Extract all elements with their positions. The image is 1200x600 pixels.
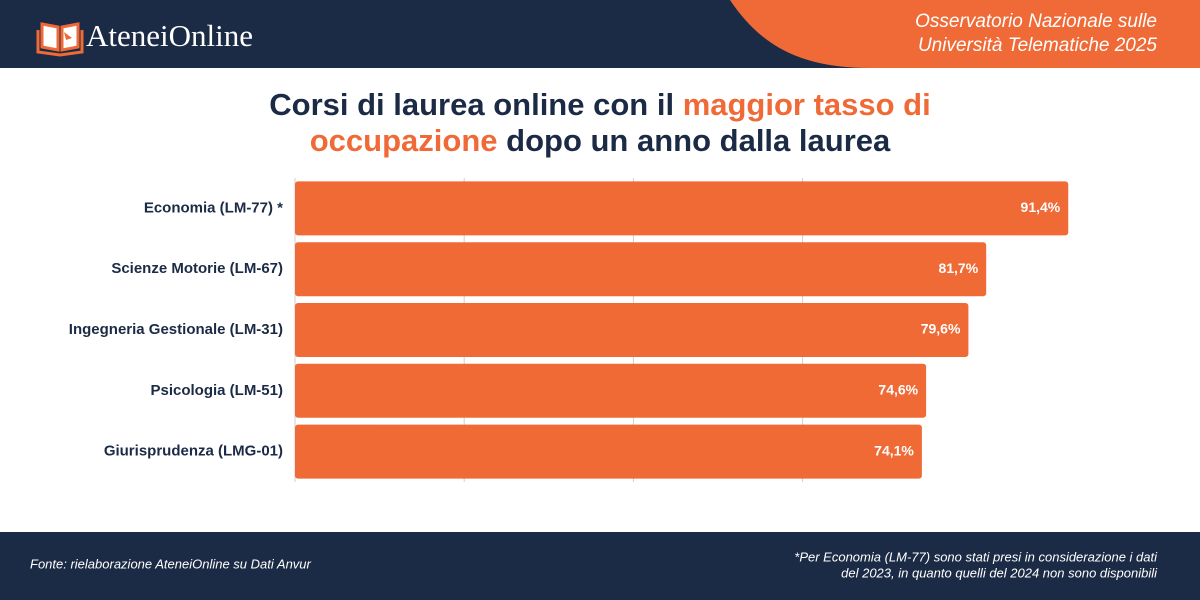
footer-note: *Per Economia (LM-77) sono stati presi i… xyxy=(794,549,1158,564)
y-tick-label: Economia (LM-77) * xyxy=(144,199,283,216)
y-tick-label: Giurisprudenza (LMG-01) xyxy=(104,443,283,460)
value-label: 81,7% xyxy=(938,260,978,276)
footer-source: Fonte: rielaborazione AteneiOnline su Da… xyxy=(30,556,312,571)
value-label: 74,1% xyxy=(874,442,914,458)
bar xyxy=(295,242,987,297)
logo-icon xyxy=(36,22,84,57)
value-label: 74,6% xyxy=(878,382,918,398)
title-segment: Corsi di laurea online con il xyxy=(269,87,674,122)
header-subtitle: Università Telematiche 2025 xyxy=(918,35,1157,56)
bar xyxy=(295,303,969,357)
title-segment: maggior tasso di xyxy=(683,87,931,122)
header-accent xyxy=(730,0,1200,68)
bar xyxy=(295,363,927,418)
title-segment: dopo un anno dalla laurea xyxy=(506,123,891,158)
y-tick-label: Ingegneria Gestionale (LM-31) xyxy=(69,321,283,338)
plot: Economia (LM-77) * 91,4% Scienze Motorie (… xyxy=(69,181,1069,479)
footer-note: del 2023, in quanto quelli del 2024 non … xyxy=(841,565,1158,580)
chart-title: Corsi di laurea online con il maggior ta… xyxy=(269,87,930,122)
y-tick-label: Scienze Motorie (LM-67) xyxy=(111,260,283,277)
bar xyxy=(295,181,1069,236)
chart-title: occupazione dopo un anno dalla laurea xyxy=(310,123,891,158)
bar xyxy=(295,424,922,479)
y-tick-label: Psicologia (LM-51) xyxy=(150,382,283,399)
value-label: 91,4% xyxy=(1021,199,1061,215)
header-subtitle: Osservatorio Nazionale sulle xyxy=(915,11,1157,32)
logo-text: AteneiOnline xyxy=(86,18,253,53)
value-label: 79,6% xyxy=(921,321,961,337)
title-segment: occupazione xyxy=(310,123,498,158)
footer-bar xyxy=(0,532,1200,600)
